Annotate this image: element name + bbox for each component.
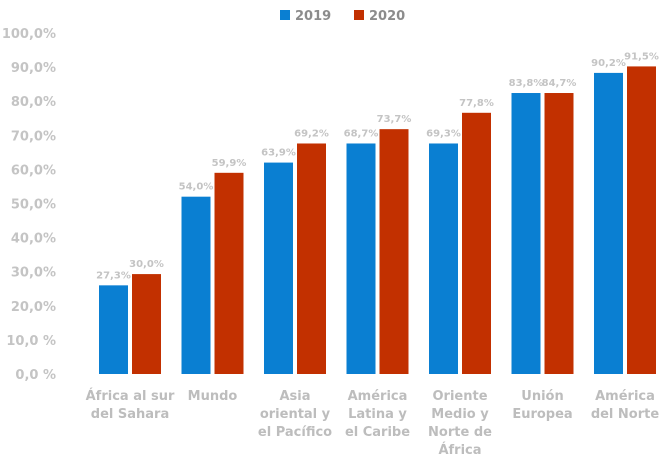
y-tick-label: 50,0% bbox=[11, 198, 56, 213]
bar-2019-4 bbox=[429, 143, 458, 374]
y-tick-label: 80,0% bbox=[11, 95, 56, 110]
bar-2019-3 bbox=[346, 143, 376, 374]
data-label: 69,2% bbox=[294, 128, 329, 139]
chart-legend: 2019 2020 bbox=[280, 9, 405, 24]
y-tick-label: 100,0% bbox=[2, 27, 56, 42]
bar-2020-6 bbox=[627, 66, 656, 374]
bar-2019-5 bbox=[511, 93, 541, 375]
data-label: 69,3% bbox=[426, 128, 461, 139]
bar-2020-2 bbox=[297, 143, 326, 374]
data-labels-group: 27,3%30,0% 54,0% 59,9% 63,9% 69,2% 68,7% 73,7%… bbox=[96, 51, 659, 281]
bar-2019-0 bbox=[99, 285, 128, 374]
legend-swatch-2020 bbox=[354, 10, 364, 20]
legend-label: 2020 bbox=[369, 9, 405, 24]
x-category-label: América del Norte bbox=[591, 389, 660, 422]
bar-2019-2 bbox=[264, 162, 293, 374]
data-label: 73,7% bbox=[377, 114, 412, 125]
x-category-label: Mundo bbox=[188, 389, 238, 404]
data-label: 54,0% bbox=[179, 182, 214, 193]
bar-2020-4 bbox=[462, 112, 491, 374]
data-label: 91,5% bbox=[624, 51, 659, 62]
y-tick-label: 70,0% bbox=[11, 129, 56, 144]
y-tick-label: 20,0% bbox=[11, 300, 56, 315]
y-tick-label: 0,0 % bbox=[15, 368, 56, 383]
data-label: 90,2% bbox=[591, 58, 626, 69]
y-tick-label: 60,0% bbox=[11, 163, 56, 178]
legend-swatch-2019 bbox=[280, 10, 290, 20]
data-label: 30,0% bbox=[129, 259, 164, 270]
data-label: 77,8% bbox=[459, 98, 494, 109]
bar-2020-3 bbox=[379, 129, 409, 374]
x-category-label: Oriente Medio y Norte de África bbox=[428, 389, 492, 458]
y-tick-label: 10,0 % bbox=[6, 334, 56, 349]
data-label: 27,3% bbox=[96, 270, 131, 281]
bars-group bbox=[99, 66, 656, 375]
y-tick-label: 90,0% bbox=[11, 61, 56, 76]
data-label: 83,8% bbox=[509, 78, 544, 89]
y-tick-label: 30,0% bbox=[11, 266, 56, 281]
x-category-label: Unión Europea bbox=[512, 389, 572, 422]
bar-2020-0 bbox=[132, 274, 161, 374]
x-category-label: América Latina y el Caribe bbox=[345, 389, 410, 440]
data-label: 63,9% bbox=[261, 148, 296, 159]
x-category-label: Asia oriental y el Pacífico bbox=[258, 389, 332, 440]
x-category-label: África al sur del Sahara bbox=[86, 388, 175, 422]
bar-2019-6 bbox=[594, 72, 623, 374]
data-label: 68,7% bbox=[344, 128, 379, 139]
y-axis: 0,0 % 10,0 % 20,0% 30,0% 40,0% 50,0% 60,0% 70,0… bbox=[2, 27, 56, 383]
y-tick-label: 40,0% bbox=[11, 232, 56, 247]
x-axis: África al sur del Sahara Mundo Asia oriental… bbox=[86, 388, 660, 458]
bar-2020-5 bbox=[544, 93, 574, 375]
bar-2020-1 bbox=[214, 172, 244, 374]
legend-label: 2019 bbox=[295, 9, 331, 24]
bar-2019-1 bbox=[181, 196, 211, 374]
data-label: 59,9% bbox=[212, 158, 247, 169]
data-label: 84,7% bbox=[542, 78, 577, 89]
